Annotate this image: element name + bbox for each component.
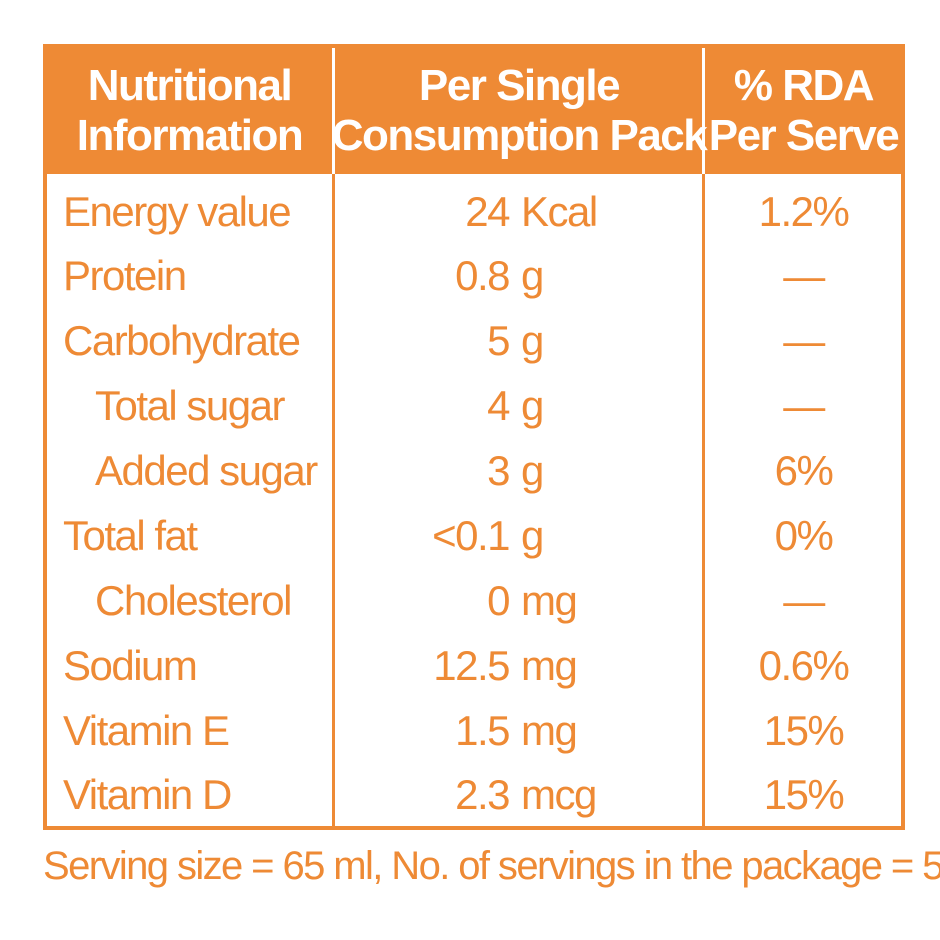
nutrient-name: Vitamin E: [63, 707, 230, 754]
nutrient-rda: 1.2%: [758, 188, 850, 235]
header-divider: [702, 48, 705, 174]
nutrient-unit: Kcal: [521, 188, 598, 235]
nutrient-amount: 3: [487, 447, 510, 494]
nutrient-amount: 12.5: [433, 642, 510, 689]
nutrient-unit: g: [521, 447, 544, 494]
nutrient-unit: g: [521, 252, 544, 299]
table-row-added-sugar: Added sugar 3 g 6%: [47, 439, 901, 503]
column-divider: [332, 48, 335, 826]
nutrient-amount: 0: [487, 577, 510, 624]
nutrient-rda: 0%: [774, 512, 834, 559]
column-divider: [702, 48, 705, 826]
nutrient-amount: 4: [487, 382, 510, 429]
nutrient-name: Sodium: [63, 642, 198, 689]
table-row-total-sugar: Total sugar 4 g —: [47, 374, 901, 438]
nutrient-unit: mg: [521, 642, 578, 689]
nutrient-name: Total sugar: [95, 382, 285, 429]
table-row-vitamin-e: Vitamin E 1.5 mg 15%: [47, 699, 901, 763]
nutrient-rda: 15%: [763, 771, 845, 818]
nutrient-rda: 6%: [774, 447, 834, 494]
nutrient-name: Total fat: [63, 512, 198, 559]
table-row-protein: Protein 0.8 g —: [47, 244, 901, 308]
nutrient-rda: —: [783, 382, 825, 429]
nutrient-amount: 1.5: [455, 707, 510, 754]
header-per-single-pack: Per Single Consumption Pack: [331, 61, 708, 160]
table-row-energy: Energy value 24 Kcal 1.2%: [47, 180, 901, 244]
table-row-vitamin-d: Vitamin D 2.3 mcg 15%: [47, 763, 901, 827]
table-header: Nutritional Information Per Single Consu…: [47, 48, 901, 174]
nutrient-rda: 15%: [763, 707, 845, 754]
nutrient-unit: g: [521, 317, 544, 364]
nutrient-unit: mg: [521, 577, 578, 624]
nutrition-table: Nutritional Information Per Single Consu…: [43, 44, 905, 830]
table-row-carbohydrate: Carbohydrate 5 g —: [47, 309, 901, 373]
nutrient-amount: <0.1: [432, 512, 510, 559]
nutrient-name: Energy value: [63, 188, 292, 235]
nutrient-unit: mg: [521, 707, 578, 754]
nutrient-name: Cholesterol: [95, 577, 292, 624]
nutrient-name: Added sugar: [95, 447, 318, 494]
nutrient-amount: 0.8: [455, 252, 510, 299]
nutrient-unit: g: [521, 512, 544, 559]
nutrient-unit: g: [521, 382, 544, 429]
nutrient-rda: 0.6%: [758, 642, 850, 689]
nutrient-amount: 24: [465, 188, 510, 235]
nutrient-name: Vitamin D: [63, 771, 232, 818]
nutrient-name: Protein: [63, 252, 187, 299]
nutrient-amount: 2.3: [455, 771, 510, 818]
table-row-cholesterol: Cholesterol 0 mg —: [47, 569, 901, 633]
nutrient-name: Carbohydrate: [63, 317, 301, 364]
header-rda-per-serve: % RDA Per Serve: [708, 61, 900, 160]
nutrient-unit: mcg: [521, 771, 597, 818]
header-nutritional-information: Nutritional Information: [76, 61, 304, 160]
serving-size-note: Serving size = 65 ml, No. of servings in…: [43, 844, 940, 888]
nutrient-rda: —: [783, 252, 825, 299]
table-row-sodium: Sodium 12.5 mg 0.6%: [47, 634, 901, 698]
nutrient-rda: —: [783, 577, 825, 624]
nutrient-amount: 5: [487, 317, 510, 364]
header-divider: [332, 48, 335, 174]
table-row-total-fat: Total fat <0.1 g 0%: [47, 504, 901, 568]
nutrient-rda: —: [783, 317, 825, 364]
